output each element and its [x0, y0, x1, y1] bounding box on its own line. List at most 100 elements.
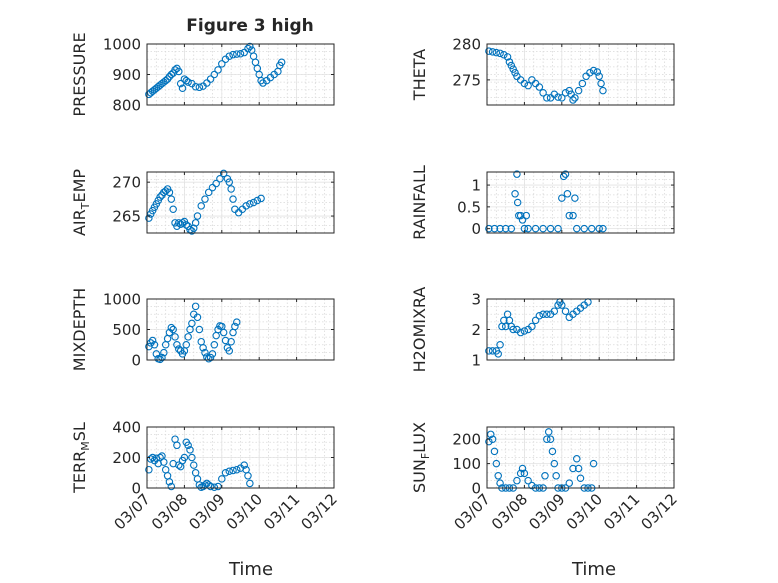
data-point: [167, 70, 176, 79]
data-point: [535, 312, 544, 320]
data-point: [161, 76, 170, 85]
data-point: [178, 219, 187, 227]
y-axis-label: PRESSURE: [70, 32, 89, 116]
data-point: [507, 224, 516, 233]
y-tick-label: 900: [112, 66, 141, 84]
data-point: [167, 482, 176, 491]
y-axis-label: H2OMIXRA: [410, 287, 429, 373]
data-point: [513, 476, 521, 485]
data-point: [486, 430, 495, 439]
y-tick-label: 270: [112, 174, 141, 192]
data-point: [171, 66, 179, 74]
series-markers: [145, 302, 241, 364]
axes-box: [146, 171, 335, 234]
data-point: [496, 49, 504, 58]
data-point: [509, 65, 517, 73]
data-point: [231, 322, 239, 331]
data-point: [485, 47, 493, 55]
y-tick-label: 265: [112, 208, 141, 226]
data-point: [184, 441, 192, 450]
data-point: [229, 195, 237, 203]
data-point: [561, 170, 570, 178]
y-tick-label: 200: [112, 449, 141, 467]
data-point: [175, 461, 183, 469]
data-point: [524, 224, 532, 233]
y-tick-label: 1: [471, 352, 481, 370]
data-point: [580, 224, 588, 233]
data-point: [569, 464, 577, 473]
data-point: [494, 350, 502, 358]
data-point: [204, 188, 213, 197]
data-point: [565, 211, 574, 220]
data-point: [156, 453, 164, 462]
data-point: [218, 60, 226, 68]
data-point: [219, 169, 228, 178]
data-point: [565, 479, 574, 487]
data-point: [485, 437, 493, 446]
data-point: [233, 465, 241, 474]
data-point: [210, 483, 219, 491]
y-tick-label: 3: [471, 291, 481, 309]
data-point: [488, 48, 497, 56]
major-grid: [487, 427, 674, 488]
data-point: [485, 224, 493, 233]
data-point: [160, 458, 168, 466]
data-point: [569, 211, 577, 220]
data-point: [539, 89, 547, 97]
data-point: [214, 482, 222, 491]
data-point: [146, 455, 155, 463]
data-point: [193, 313, 202, 322]
data-point: [513, 198, 522, 207]
data-point: [539, 310, 547, 318]
data-point: [158, 353, 166, 362]
y-axis-label: TERRMSL: [70, 422, 92, 494]
data-point: [599, 86, 607, 95]
y-axis-label: SUNFLUX: [410, 422, 432, 493]
y-tick-label: 2: [471, 321, 481, 339]
data-point: [492, 459, 501, 468]
data-point: [225, 178, 234, 186]
data-point: [546, 224, 555, 233]
data-point: [156, 193, 164, 201]
data-point: [199, 344, 207, 352]
data-point: [233, 50, 241, 58]
data-point: [173, 441, 181, 450]
data-point: [571, 94, 579, 102]
major-grid: [147, 427, 334, 488]
data-point: [496, 479, 504, 487]
data-point: [184, 78, 192, 86]
data-point: [227, 337, 235, 346]
data-point: [240, 48, 248, 57]
plot-area: [487, 172, 674, 233]
data-point: [518, 216, 527, 224]
data-point: [503, 53, 512, 61]
y-axis-label: MIXDEPTH: [70, 288, 89, 371]
data-point: [182, 221, 191, 229]
data-point: [221, 336, 230, 345]
data-point: [214, 66, 222, 74]
series-markers: [145, 42, 286, 99]
data-point: [531, 224, 540, 233]
data-point: [206, 75, 215, 83]
data-point: [210, 70, 219, 79]
data-point: [544, 428, 553, 436]
y-tick-label: 0: [471, 220, 481, 238]
data-point: [246, 200, 254, 208]
data-point: [203, 79, 211, 87]
data-point: [165, 188, 174, 197]
data-point: [543, 435, 551, 443]
data-point: [548, 447, 557, 456]
data-point: [524, 81, 532, 90]
data-point: [161, 187, 170, 195]
data-point: [197, 202, 205, 210]
data-point: [593, 68, 602, 76]
data-point: [485, 347, 493, 355]
data-point: [573, 224, 581, 233]
series-markers: [145, 435, 254, 491]
data-point: [595, 72, 603, 81]
series-markers: [485, 170, 607, 233]
data-point: [574, 464, 583, 473]
data-point: [599, 224, 607, 233]
data-point: [559, 172, 568, 181]
data-point: [511, 68, 519, 77]
